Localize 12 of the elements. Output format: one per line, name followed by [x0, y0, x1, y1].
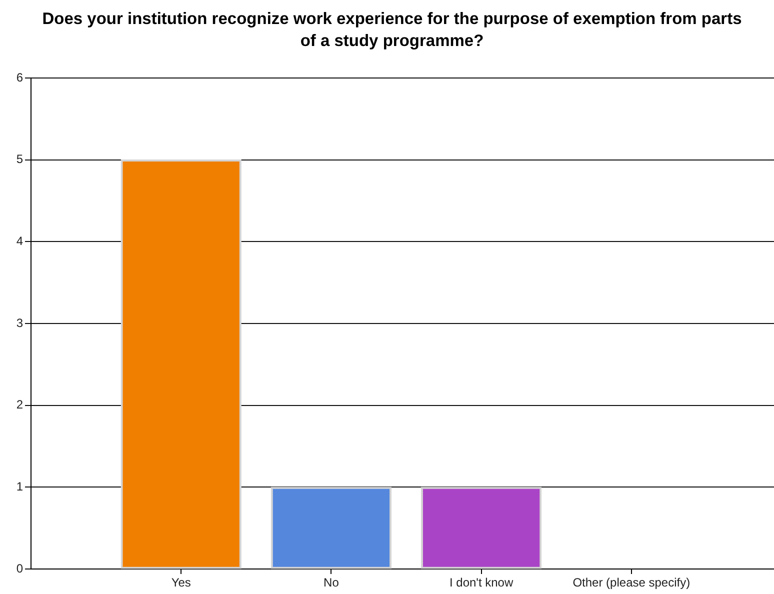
- x-tick-label: Other (please specify): [572, 576, 690, 590]
- y-tick-label: 1: [16, 479, 24, 494]
- y-tick-label: 4: [16, 234, 24, 248]
- x-tick-label: Yes: [171, 576, 191, 590]
- y-tick-label: 3: [16, 316, 24, 330]
- y-tick-label: 6: [16, 70, 24, 84]
- chart-title: Does your institution recognize work experience for the purpose of exemption from parts of a study programme?: [41, 9, 743, 52]
- x-tick-label: No: [324, 576, 340, 590]
- x-tick-label: I don't know: [449, 576, 514, 590]
- y-tick-label: 0: [16, 561, 24, 576]
- y-tick-label: 2: [16, 398, 24, 412]
- y-tick-label: 5: [16, 152, 24, 166]
